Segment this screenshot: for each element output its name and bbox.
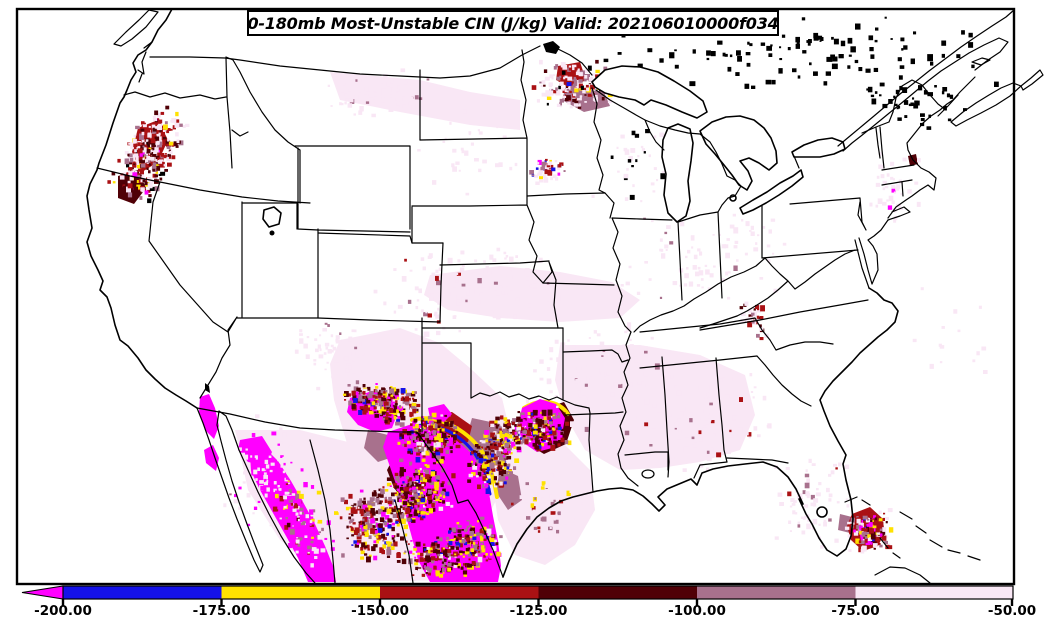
colorbar-tick-label-125: -125.00 [509, 603, 568, 619]
map-borders-and-coastlines [86, 8, 1044, 584]
colorbar-tick-label-75: -75.00 [831, 603, 880, 619]
colorbar-tick-label-200: -200.00 [34, 603, 92, 619]
plot-title: 0-180mb Most-Unstable CIN (J/kg) Valid: … [247, 13, 779, 33]
colorbar-tick-label-50: -50.00 [987, 603, 1037, 619]
colorbar [21, 585, 1014, 606]
colorbar-segment-blue [63, 586, 222, 599]
colorbar-tick-label-150: -150.00 [351, 603, 409, 619]
colorbar-segment-palepink [855, 586, 1013, 599]
map-frame [15, 7, 1016, 586]
colorbar-segment-firebrick [380, 586, 539, 599]
great-lakes-and-water [205, 10, 846, 518]
plot-title-box: 0-180mb Most-Unstable CIN (J/kg) Valid: … [247, 10, 779, 36]
colorbar-tick-label-175: -175.00 [192, 603, 251, 619]
colorbar-ticks [61, 599, 1014, 606]
colorbar-underflow-arrow [21, 585, 64, 600]
colorbar-tick-label-100: -100.00 [668, 603, 726, 619]
colorbar-segment-maroon [538, 586, 697, 599]
colorbar-segment-yellow [221, 586, 380, 599]
colorbar-segment-mauve [697, 586, 856, 599]
